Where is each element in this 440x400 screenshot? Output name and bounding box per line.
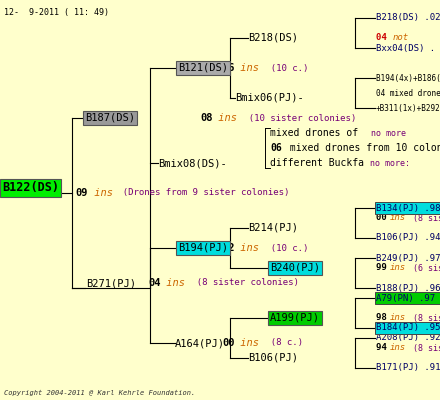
- Text: B122(DS): B122(DS): [2, 182, 59, 194]
- Text: (8 sister colonies): (8 sister colonies): [408, 314, 440, 322]
- Text: 04: 04: [376, 34, 392, 42]
- Text: 02: 02: [222, 243, 235, 253]
- Text: ins: ins: [161, 278, 186, 288]
- Text: 99: 99: [376, 264, 392, 272]
- Text: B134(PJ) .98 F10 -AthosSt80R: B134(PJ) .98 F10 -AthosSt80R: [376, 204, 440, 212]
- Text: B171(PJ) .91  F12 -Sinop62R: B171(PJ) .91 F12 -Sinop62R: [376, 364, 440, 372]
- Text: ins: ins: [390, 264, 406, 272]
- Text: different Buckfa: different Buckfa: [270, 158, 364, 168]
- Text: 98: 98: [376, 314, 392, 322]
- Text: ins: ins: [235, 63, 260, 73]
- Text: B194(PJ): B194(PJ): [178, 243, 228, 253]
- Text: (8 c.): (8 c.): [260, 338, 303, 348]
- Text: Bxx04(DS) .         no more: Bxx04(DS) . no more: [376, 44, 440, 52]
- Text: A79(PN) .97   F1- 'ankiri97R: A79(PN) .97 F1- 'ankiri97R: [376, 294, 440, 302]
- Text: B249(PJ) .97 F10 -AthosSt80R: B249(PJ) .97 F10 -AthosSt80R: [376, 254, 440, 262]
- Text: B218(DS): B218(DS): [248, 33, 298, 43]
- Text: B184(PJ) .95  F14 -Sinop62R: B184(PJ) .95 F14 -Sinop62R: [376, 324, 440, 332]
- Text: ins: ins: [390, 214, 406, 222]
- Text: A164(PJ): A164(PJ): [175, 338, 225, 348]
- Text: not: not: [393, 34, 409, 42]
- Text: Copyright 2004-2011 @ Karl Kehrle Foundation.: Copyright 2004-2011 @ Karl Kehrle Founda…: [4, 390, 195, 396]
- Text: ins: ins: [213, 113, 238, 123]
- Text: Bmix06(PJ)-: Bmix06(PJ)-: [235, 93, 304, 103]
- Text: Bmix08(DS)-: Bmix08(DS)-: [158, 158, 227, 168]
- Text: 00: 00: [376, 214, 392, 222]
- Text: ins: ins: [235, 243, 260, 253]
- Text: A208(PJ) .92F5 -SinopEgg86R: A208(PJ) .92F5 -SinopEgg86R: [376, 334, 440, 342]
- Text: 00: 00: [222, 338, 235, 348]
- Text: ins: ins: [235, 338, 260, 348]
- Text: B194(4x)+B186(1x)+B185(2x) .: B194(4x)+B186(1x)+B185(2x) .: [376, 74, 440, 82]
- Text: 08: 08: [200, 113, 213, 123]
- Text: 06: 06: [270, 143, 282, 153]
- Text: (8 sister colonies): (8 sister colonies): [186, 278, 298, 288]
- Text: B106(PJ): B106(PJ): [248, 353, 298, 363]
- Text: B121(DS): B121(DS): [178, 63, 228, 73]
- Text: no more:: no more:: [370, 158, 410, 168]
- Text: B106(PJ) .94F6 -SinopEgg86R: B106(PJ) .94F6 -SinopEgg86R: [376, 234, 440, 242]
- Text: B240(PJ): B240(PJ): [270, 263, 320, 273]
- Text: 09: 09: [75, 188, 88, 198]
- Text: B271(PJ): B271(PJ): [86, 278, 136, 288]
- Text: 12-  9-2011 ( 11: 49): 12- 9-2011 ( 11: 49): [4, 8, 109, 17]
- Text: +B311(1x)+B292(1x)+B150(1x): +B311(1x)+B292(1x)+B150(1x): [376, 104, 440, 112]
- Text: mixed drones of: mixed drones of: [270, 128, 358, 138]
- Text: A199(PJ): A199(PJ): [270, 313, 320, 323]
- Text: 04 mixed drones from 10 breeder co.: 04 mixed drones from 10 breeder co.: [376, 88, 440, 98]
- Text: (Drones from 9 sister colonies): (Drones from 9 sister colonies): [113, 188, 290, 198]
- Text: no more: no more: [371, 128, 406, 138]
- Text: B188(PJ) .96  F9 -AthosSt80R: B188(PJ) .96 F9 -AthosSt80R: [376, 284, 440, 292]
- Text: ins: ins: [390, 314, 406, 322]
- Text: B187(DS): B187(DS): [85, 113, 135, 123]
- Text: (10 c.): (10 c.): [260, 64, 308, 72]
- Text: (8 sister colonies): (8 sister colonies): [408, 214, 440, 222]
- Text: (6 sister colonies): (6 sister colonies): [408, 264, 440, 272]
- Text: 04: 04: [148, 278, 161, 288]
- Text: ins: ins: [88, 188, 113, 198]
- Text: (8 sister colonies): (8 sister colonies): [408, 344, 440, 352]
- Text: (10 c.): (10 c.): [260, 244, 308, 252]
- Text: 94: 94: [376, 344, 392, 352]
- Text: (10 sister colonies): (10 sister colonies): [238, 114, 356, 122]
- Text: B218(DS) .02  F18 -Sinop62R: B218(DS) .02 F18 -Sinop62R: [376, 14, 440, 22]
- Text: 06: 06: [222, 63, 235, 73]
- Text: mixed drones from 10 colonies: mixed drones from 10 colonies: [284, 143, 440, 153]
- Text: B214(PJ): B214(PJ): [248, 223, 298, 233]
- Text: ins: ins: [390, 344, 406, 352]
